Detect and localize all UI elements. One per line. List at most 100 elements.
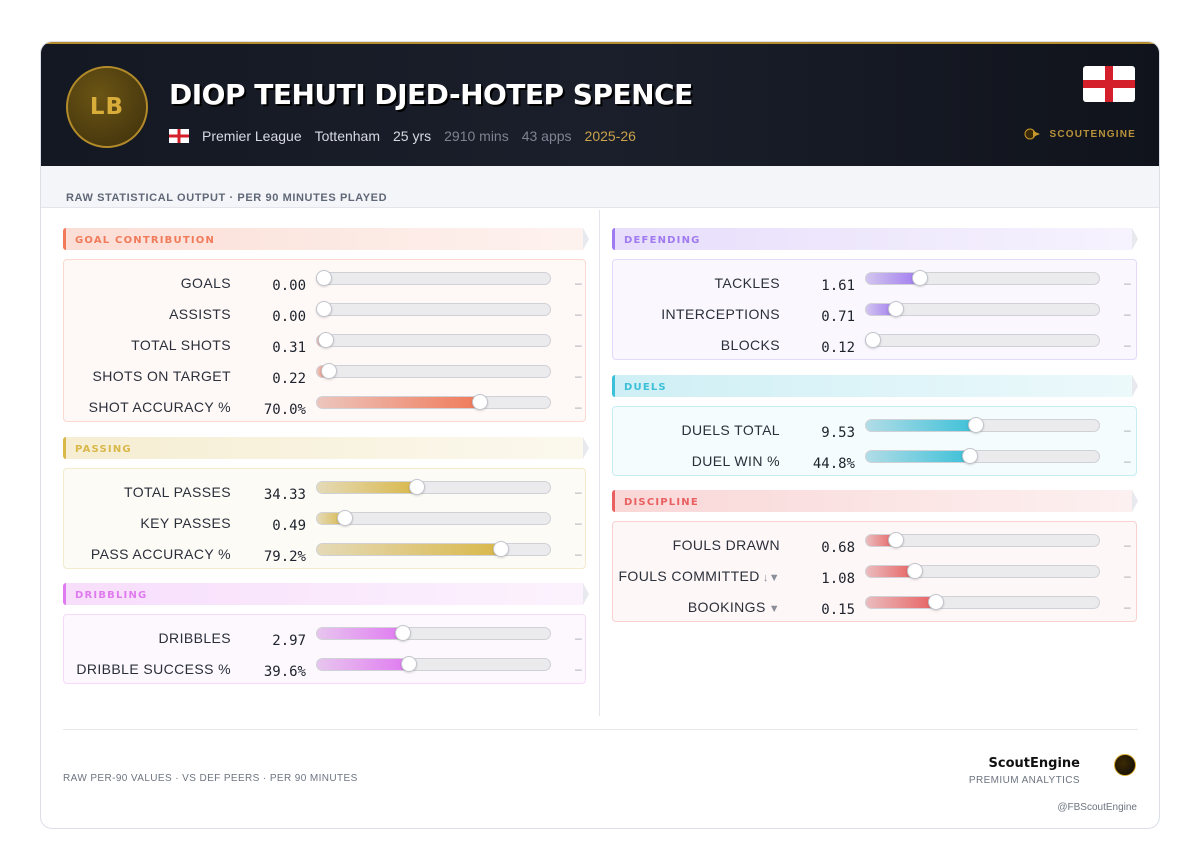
stat-bar-fill xyxy=(866,566,915,577)
stat-bar-knob xyxy=(395,625,412,641)
footer-brand-name: ScoutEngine xyxy=(988,756,1080,771)
stat-label: DUELS TOTAL xyxy=(681,422,780,438)
scoutengine-logo-icon xyxy=(1024,128,1041,140)
stat-bar-knob xyxy=(888,301,905,317)
stat-bar-track xyxy=(316,656,551,672)
stat-value: 0.00 xyxy=(272,278,306,294)
stat-label-text: BOOKINGS xyxy=(687,599,766,615)
peer-compare-dash: – xyxy=(575,516,582,530)
stat-bar-knob xyxy=(906,563,923,579)
stat-label-text: ASSISTS xyxy=(169,306,231,322)
peer-compare-dash: – xyxy=(575,547,582,561)
stat-bar-knob xyxy=(911,270,928,286)
stat-bar-fill xyxy=(317,544,502,555)
stat-label: DUEL WIN % xyxy=(692,453,780,469)
peer-compare-dash: – xyxy=(575,400,582,414)
stat-value: 1.61 xyxy=(821,278,855,294)
season-label: 2025-26 xyxy=(584,128,636,144)
stat-value: 0.71 xyxy=(821,309,855,325)
stat-value: 0.68 xyxy=(821,540,855,556)
stat-row: TOTAL PASSES 34.33 – xyxy=(64,479,584,507)
stat-label-text: SHOTS ON TARGET xyxy=(92,368,231,384)
stat-value: 0.12 xyxy=(821,340,855,356)
stat-value: 0.00 xyxy=(272,309,306,325)
stat-value: 9.53 xyxy=(821,425,855,441)
section-head-defending: DEFENDING xyxy=(612,228,1138,250)
stat-bar-fill xyxy=(866,597,936,608)
position-badge-label: LB xyxy=(89,94,125,120)
peer-compare-dash: – xyxy=(1124,454,1131,468)
stat-label: KEY PASSES xyxy=(140,515,231,531)
stat-bar-track xyxy=(865,563,1100,579)
stat-bar-knob xyxy=(401,656,418,672)
stat-value: 0.31 xyxy=(272,340,306,356)
club-label: Tottenham xyxy=(314,128,380,144)
column-divider xyxy=(599,210,600,716)
stat-label: GOALS xyxy=(181,275,231,291)
stat-bar-fill xyxy=(866,451,971,462)
trend-indicator-icon: ↓▼ xyxy=(762,572,780,584)
age-label: 25 yrs xyxy=(393,128,432,144)
stat-value: 79.2% xyxy=(263,549,306,565)
panel-defending: TACKLES 1.61 – INTERCEPTIONS 0.71 – BLOCKS 0.12… xyxy=(612,259,1137,360)
stat-bar-track xyxy=(865,532,1100,548)
section-head-passing: PASSING xyxy=(63,437,589,459)
stat-row: INTERCEPTIONS 0.71 – xyxy=(613,301,1133,329)
stat-row: ASSISTS 0.00 – xyxy=(64,301,584,329)
subheader: RAW STATISTICAL OUTPUT · PER 90 MINUTES … xyxy=(41,166,1159,208)
stat-row: DRIBBLES 2.97 – xyxy=(64,625,584,653)
stat-label-text: FOULS COMMITTED xyxy=(618,568,760,584)
stat-label: FOULS COMMITTED ↓▼ xyxy=(618,568,780,584)
stat-label-text: DUELS TOTAL xyxy=(681,422,780,438)
stat-bar-track xyxy=(316,363,551,379)
scoutengine-logo-icon xyxy=(1114,754,1136,776)
section-title: GOAL CONTRIBUTION xyxy=(75,235,216,246)
stat-bar-track xyxy=(316,541,551,557)
stat-bar-track xyxy=(865,448,1100,464)
section-head-dribbling: DRIBBLING xyxy=(63,583,589,605)
trend-indicator-icon: ▼ xyxy=(768,603,780,615)
position-badge: LB xyxy=(66,66,148,148)
stat-value: 1.08 xyxy=(821,571,855,587)
stat-row: BOOKINGS ▼ 0.15 – xyxy=(613,594,1133,622)
peer-compare-dash: – xyxy=(1124,423,1131,437)
stat-row: PASS ACCURACY % 79.2% – xyxy=(64,541,584,569)
panel-goal: GOALS 0.00– ASSISTS 0.00– TOTAL SHOTS 0.31– SH… xyxy=(63,259,586,422)
peer-compare-dash: – xyxy=(1124,338,1131,352)
stat-value: 0.49 xyxy=(272,518,306,534)
peer-compare-dash: – xyxy=(575,662,582,676)
stat-label: SHOTS ON TARGET xyxy=(93,368,232,384)
stat-label-text: INTERCEPTIONS xyxy=(661,306,780,322)
apps-label: 43 apps xyxy=(521,128,572,144)
stat-label-text: GOALS xyxy=(180,275,231,291)
stat-bar-fill xyxy=(866,273,920,284)
stat-bar-track xyxy=(316,301,551,317)
stat-label-text: PASS ACCURACY % xyxy=(90,546,231,562)
peer-compare-dash: – xyxy=(575,631,582,645)
stat-value: 0.15 xyxy=(821,602,855,618)
stat-bar-track xyxy=(865,301,1100,317)
stat-row: SHOT ACCURACY % 70.0% – xyxy=(64,394,584,422)
league-label: Premier League xyxy=(202,128,302,144)
stat-label: DRIBBLE SUCCESS % xyxy=(76,661,231,677)
section-head-goal: GOAL CONTRIBUTION xyxy=(63,228,589,250)
stat-label-text: BLOCKS xyxy=(720,337,780,353)
stat-label: BLOCKS xyxy=(721,337,780,353)
peer-compare-dash: – xyxy=(575,485,582,499)
stat-label: DRIBBLES xyxy=(159,630,231,646)
player-meta: Premier League Tottenham 25 yrs 2910 min… xyxy=(169,128,636,144)
player-header: LB DIOP TEHUTI DJED-HOTEP SPENCE Premier… xyxy=(41,42,1159,166)
section-title: DEFENDING xyxy=(624,235,701,246)
peer-compare-dash: – xyxy=(1124,307,1131,321)
stat-row: TOTAL SHOTS 0.31 – xyxy=(64,332,584,360)
peer-compare-dash: – xyxy=(1124,569,1131,583)
stat-bar-knob xyxy=(967,417,984,433)
stat-bar-knob xyxy=(493,541,510,557)
stat-bar-knob xyxy=(865,332,881,348)
stat-row: KEY PASSES 0.49 – xyxy=(64,510,584,538)
stat-bar-fill xyxy=(866,420,976,431)
section-head-duels: DUELS xyxy=(612,375,1138,397)
stat-bar-fill xyxy=(317,513,345,524)
stat-label: TOTAL SHOTS xyxy=(131,337,231,353)
stat-value: 0.22 xyxy=(272,371,306,387)
